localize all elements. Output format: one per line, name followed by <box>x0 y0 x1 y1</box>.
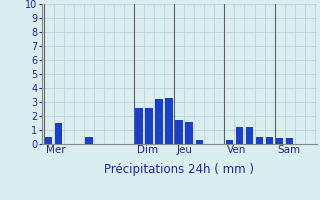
Bar <box>45 137 52 144</box>
Text: Sam: Sam <box>277 145 300 155</box>
Bar <box>155 99 163 144</box>
Bar <box>145 108 153 144</box>
Bar <box>85 137 92 144</box>
Bar <box>135 108 143 144</box>
Bar <box>276 138 284 144</box>
Bar <box>286 138 293 144</box>
X-axis label: Précipitations 24h ( mm ): Précipitations 24h ( mm ) <box>104 163 254 176</box>
Text: Mer: Mer <box>46 145 66 155</box>
Text: Dim: Dim <box>137 145 158 155</box>
Text: Ven: Ven <box>227 145 246 155</box>
Bar <box>246 127 253 144</box>
Bar <box>196 140 203 144</box>
Bar <box>256 137 263 144</box>
Bar <box>55 123 62 144</box>
Bar <box>165 98 173 144</box>
Bar <box>226 140 233 144</box>
Bar <box>266 137 273 144</box>
Bar <box>186 122 193 144</box>
Bar <box>175 120 183 144</box>
Text: Jeu: Jeu <box>177 145 193 155</box>
Bar <box>236 127 243 144</box>
